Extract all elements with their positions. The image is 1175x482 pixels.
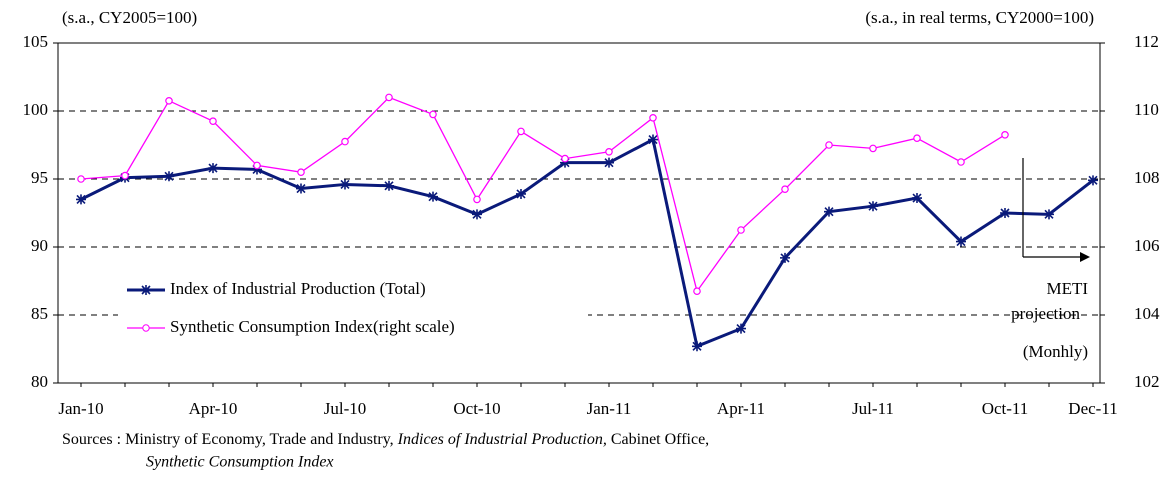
marker	[913, 134, 921, 143]
y2-tick-label: 110	[1134, 100, 1159, 119]
arrow-head	[1080, 252, 1090, 262]
marker	[296, 183, 306, 194]
marker	[604, 157, 614, 168]
marker	[165, 97, 173, 105]
marker	[121, 171, 129, 180]
marker	[648, 134, 658, 145]
marker	[385, 93, 393, 102]
marker	[429, 110, 437, 119]
y2-tick-label: 108	[1134, 168, 1160, 187]
x-tick-label: Jan-11	[587, 399, 632, 418]
marker	[824, 206, 834, 217]
annotation: (Monhly)	[1023, 342, 1088, 361]
legend-label: Index of Industrial Production (Total)	[170, 279, 426, 298]
marker	[560, 157, 570, 168]
marker	[781, 185, 789, 194]
x-tick-label: Apr-11	[717, 399, 765, 418]
marker	[868, 201, 878, 212]
marker	[341, 137, 349, 146]
left-axis-unit: (s.a., CY2005=100)	[62, 8, 197, 27]
y2-tick-label: 112	[1134, 32, 1159, 51]
marker	[1044, 209, 1054, 220]
x-tick-label: Oct-10	[453, 399, 500, 418]
marker	[605, 148, 613, 156]
marker	[1001, 131, 1009, 139]
legend-marker	[141, 285, 151, 295]
annotation: projection	[1011, 304, 1080, 323]
marker	[76, 194, 86, 205]
marker	[561, 154, 569, 163]
plot-area	[58, 93, 1100, 352]
marker	[912, 193, 922, 204]
marker	[516, 188, 526, 199]
x-tick-label: Dec-11	[1068, 399, 1117, 418]
marker	[956, 236, 966, 247]
marker	[517, 127, 525, 136]
y-tick-label: 80	[31, 372, 48, 391]
marker	[340, 179, 350, 190]
x-tick-label: Jan-10	[58, 399, 103, 418]
legend-label: Synthetic Consumption Index(right scale)	[170, 317, 455, 336]
marker	[693, 287, 701, 296]
marker	[692, 341, 702, 352]
series-line	[80, 96, 1006, 293]
marker	[297, 168, 305, 177]
marker	[649, 114, 657, 122]
marker	[164, 171, 174, 182]
marker	[737, 226, 745, 234]
marker	[957, 158, 965, 166]
marker	[869, 144, 877, 153]
legend-box	[118, 272, 588, 350]
x-tick-label: Jul-11	[852, 399, 894, 418]
source-text: Sources : Ministry of Economy, Trade and…	[62, 431, 398, 448]
legend-marker	[142, 324, 150, 332]
y2-tick-label: 106	[1134, 236, 1160, 255]
x-tick-label: Apr-10	[189, 399, 238, 418]
x-tick-label: Oct-11	[982, 399, 1029, 418]
marker	[473, 195, 481, 204]
right-axis-unit: (s.a., in real terms, CY2000=100)	[865, 8, 1094, 27]
y-tick-label: 90	[31, 236, 48, 255]
source-text: Synthetic Consumption Index	[146, 454, 334, 471]
series-line	[80, 137, 1094, 349]
marker	[825, 141, 833, 149]
marker	[780, 252, 790, 263]
marker	[472, 209, 482, 220]
marker	[252, 164, 262, 175]
marker	[208, 163, 218, 174]
y-tick-label: 105	[23, 32, 49, 51]
annotation: METI	[1046, 279, 1088, 298]
source-text: Indices of Industrial Production,	[397, 431, 607, 448]
marker	[1088, 175, 1098, 186]
y-tick-label: 100	[23, 100, 49, 119]
sources: Sources : Ministry of Economy, Trade and…	[62, 431, 709, 448]
marker	[384, 180, 394, 191]
marker	[736, 323, 746, 334]
plot-frame	[57, 42, 1101, 384]
marker	[428, 191, 438, 202]
x-tick-label: Jul-10	[324, 399, 367, 418]
marker	[253, 161, 261, 170]
y2-tick-label: 104	[1134, 304, 1160, 323]
y-tick-label: 85	[31, 304, 48, 323]
source-text: Cabinet Office,	[607, 431, 709, 448]
marker	[209, 117, 217, 126]
y-tick-label: 95	[31, 168, 48, 187]
y2-tick-label: 102	[1134, 372, 1160, 391]
marker	[1000, 208, 1010, 218]
marker	[77, 175, 85, 183]
